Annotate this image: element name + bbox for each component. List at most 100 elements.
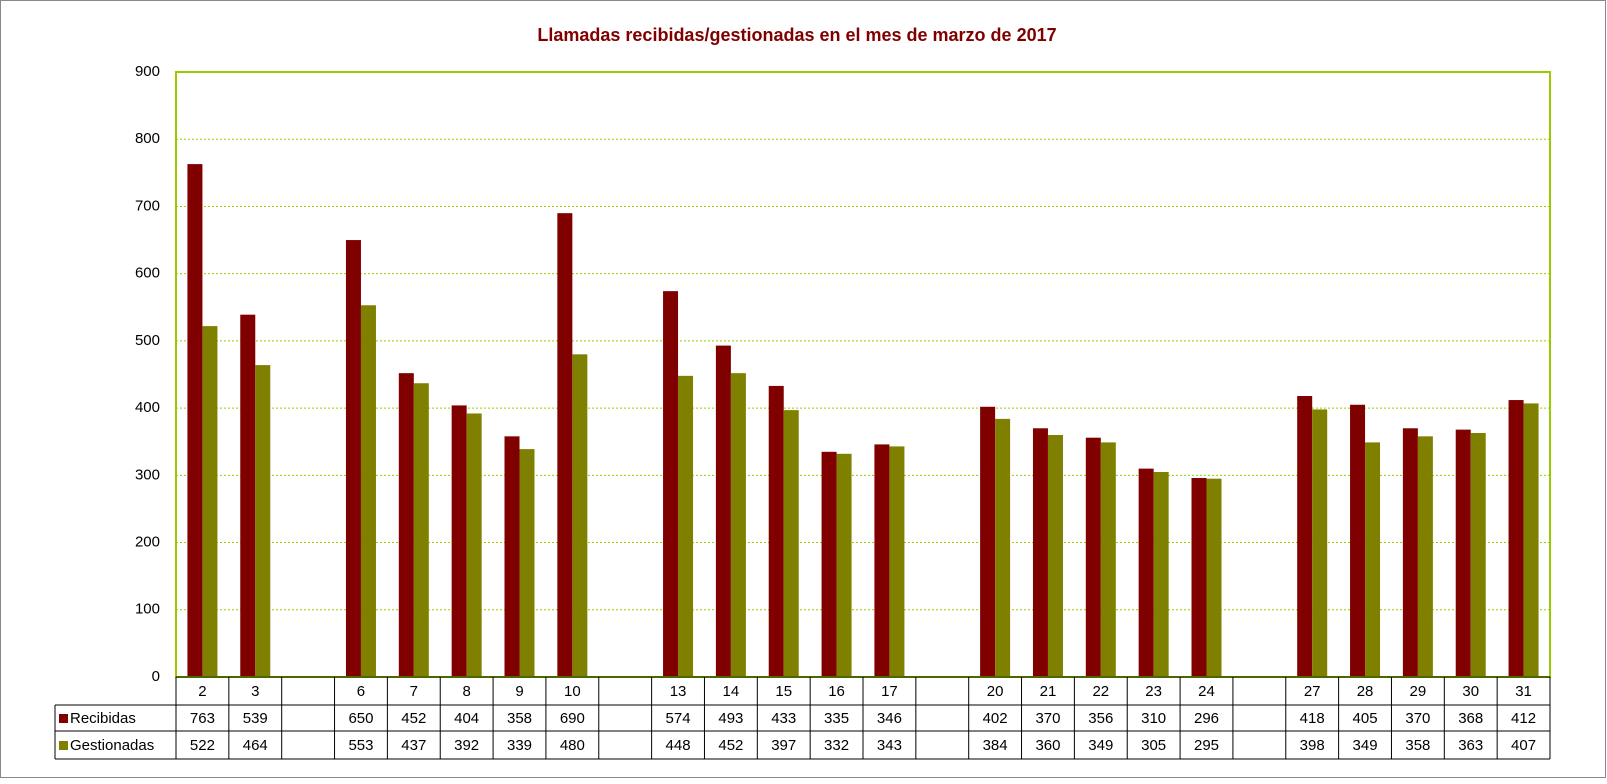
data-table-value: 448 [666,737,691,754]
y-tick-label: 900 [135,63,160,80]
x-tick-label: 29 [1410,683,1427,700]
data-table-value: 358 [507,710,532,727]
bar [202,326,218,677]
data-table-value: 763 [190,710,215,727]
data-table-value: 360 [1035,737,1060,754]
x-tick-label: 20 [987,683,1004,700]
data-table-value: 433 [771,710,796,727]
y-tick-label: 100 [135,601,160,618]
y-tick-label: 200 [135,534,160,551]
bar [730,373,746,677]
x-tick-label: 27 [1304,683,1321,700]
bar [1508,400,1524,677]
x-tick-label: 24 [1198,683,1215,700]
bar [557,213,573,677]
data-table-value: 349 [1353,737,1378,754]
bar [836,453,852,677]
data-table-value: 452 [718,737,743,754]
data-table-value: 480 [560,737,585,754]
data-table-value: 335 [824,710,849,727]
bar [1032,428,1048,677]
legend-swatch [59,741,68,750]
bar [1312,409,1328,677]
x-tick-label: 3 [251,683,259,700]
bar [240,314,256,677]
data-table-value: 437 [401,737,426,754]
bar [519,449,535,677]
x-tick-label: 23 [1145,683,1162,700]
bar [980,406,996,677]
y-tick-label: 500 [135,332,160,349]
data-table-value: 343 [877,737,902,754]
data-table-value: 405 [1353,710,1378,727]
x-tick-label: 7 [410,683,418,700]
x-tick-label: 16 [828,683,845,700]
bar [572,354,588,677]
data-table-value: 370 [1035,710,1060,727]
x-tick-label: 22 [1092,683,1109,700]
data-table-value: 412 [1511,710,1536,727]
data-table-value: 349 [1088,737,1113,754]
bar [1138,468,1154,677]
data-table-value: 310 [1141,710,1166,727]
chart-title: Llamadas recibidas/gestionadas en el mes… [537,25,1056,45]
x-tick-label: 30 [1462,683,1479,700]
x-tick-label: 10 [564,683,581,700]
data-table-value: 493 [718,710,743,727]
bar [1523,403,1539,677]
bar [1100,442,1116,677]
data-table-value: 370 [1405,710,1430,727]
bar [1470,432,1486,677]
bar [1417,436,1433,677]
data-table-value: 418 [1300,710,1325,727]
bar [451,405,467,677]
bar [995,418,1011,677]
x-tick-label: 21 [1040,683,1057,700]
data-table-value: 574 [666,710,691,727]
x-tick-label: 15 [775,683,792,700]
data-table-value: 404 [454,710,479,727]
x-tick-label: 13 [670,683,687,700]
data-table-value: 295 [1194,737,1219,754]
x-tick-label: 9 [515,683,523,700]
y-tick-label: 400 [135,399,160,416]
data-table-value: 650 [348,710,373,727]
data-table-value: 358 [1405,737,1430,754]
data-table-value: 407 [1511,737,1536,754]
bar [187,164,203,677]
bar [821,451,837,677]
bar [768,385,784,677]
data-table-value: 392 [454,737,479,754]
bar [255,365,271,677]
data-table-value: 384 [983,737,1008,754]
data-table-value: 339 [507,737,532,754]
x-tick-label: 2 [198,683,206,700]
legend-label: Recibidas [70,710,136,727]
bar [1455,429,1471,677]
data-table-value: 356 [1088,710,1113,727]
bar [1047,435,1063,677]
bar [1350,404,1366,677]
bar [504,436,520,677]
bar [413,383,429,677]
bar [1153,471,1169,677]
bar [1402,428,1418,677]
data-table-value: 305 [1141,737,1166,754]
bar [663,291,679,677]
data-table-value: 368 [1458,710,1483,727]
bar [1085,437,1101,677]
bar [1297,396,1313,677]
y-tick-label: 800 [135,130,160,147]
x-tick-label: 17 [881,683,898,700]
y-tick-label: 700 [135,197,160,214]
legend-label: Gestionadas [70,737,154,754]
data-table-value: 398 [1300,737,1325,754]
bar [1365,442,1381,677]
data-table-value: 464 [243,737,268,754]
data-table-value: 452 [401,710,426,727]
bar [1206,478,1222,677]
data-table-value: 522 [190,737,215,754]
x-tick-label: 28 [1357,683,1374,700]
bar [678,375,694,677]
